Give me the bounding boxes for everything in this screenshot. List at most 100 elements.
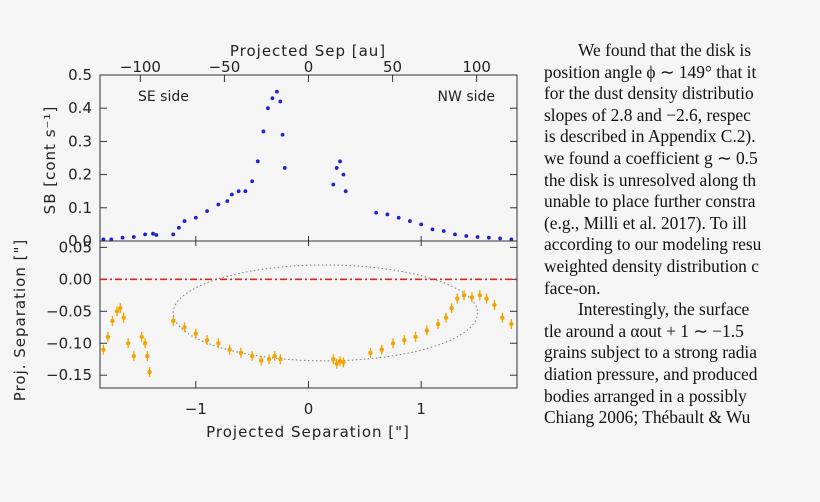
sb-point	[250, 179, 255, 184]
se-side-annotation: SE side	[138, 89, 189, 105]
sb-point	[182, 219, 187, 223]
sb-data-points	[101, 89, 514, 242]
sb-point	[374, 210, 379, 215]
sb-point	[193, 215, 198, 220]
sb-point	[261, 129, 266, 134]
separation-point	[484, 293, 489, 304]
separation-point	[469, 292, 475, 303]
bottom-axis-label: Projected Separation ["]	[206, 423, 410, 441]
sb-point	[408, 219, 412, 223]
sb-point	[498, 236, 502, 241]
sb-point	[334, 166, 339, 170]
upper-y-axis-label: SB [cont s⁻¹]	[41, 106, 59, 215]
text-line: face-on.	[544, 277, 601, 298]
top-axis-label: Projected Sep [au]	[230, 42, 386, 60]
lower-panel-frame	[99, 240, 518, 389]
top-tick-label: −100	[120, 58, 161, 76]
sb-point	[131, 235, 136, 239]
separation-point	[402, 335, 407, 346]
separation-point	[449, 303, 454, 314]
sb-point	[236, 189, 241, 194]
separation-point	[509, 319, 514, 330]
separation-point	[139, 331, 144, 342]
sb-point	[176, 225, 181, 230]
text-line: is described in Appendix C.2).	[544, 126, 756, 147]
lower-y-tick-labels: 0.05 0.00 −0.05 −0.10 −0.15	[46, 238, 92, 384]
separation-point	[121, 312, 126, 323]
separation-point	[204, 335, 210, 346]
bottom-axis-ticks: −1 0 1	[185, 236, 426, 418]
text-line: position angle ϕ ∼ 149° that it	[544, 61, 757, 82]
sb-point	[341, 172, 346, 177]
top-tick-label: 50	[383, 58, 402, 76]
bottom-tick-label: 1	[416, 400, 426, 418]
separation-point	[142, 338, 148, 349]
separation-point	[105, 331, 111, 342]
separation-point	[131, 351, 137, 362]
lower-y-tick-label: 0.00	[59, 270, 92, 288]
sb-point	[343, 189, 348, 194]
sb-point	[278, 99, 283, 104]
upper-y-tick-label: 0.2	[68, 166, 92, 184]
text-line: for the dust density distributio	[544, 83, 754, 104]
separation-point	[147, 367, 152, 378]
lower-y-tick-label: 0.05	[59, 238, 92, 256]
upper-panel-ticks	[100, 74, 517, 242]
separation-point	[461, 290, 467, 301]
separation-point	[455, 293, 460, 304]
bottom-tick-label: 0	[304, 400, 314, 418]
paragraph-2: Interestingly, the surface tle around a α…	[544, 299, 820, 429]
upper-y-tick-label: 0.0	[68, 232, 92, 250]
sb-point	[171, 232, 176, 237]
sb-point	[154, 233, 159, 237]
separation-point	[390, 338, 396, 349]
upper-y-tick-label: 0.1	[68, 199, 92, 217]
sb-point	[441, 229, 446, 233]
separation-point	[413, 331, 418, 342]
separation-point	[443, 312, 449, 323]
separation-data-points	[101, 290, 514, 378]
sb-point	[243, 189, 248, 194]
text-line: according to our modeling resu	[544, 234, 762, 255]
separation-point	[424, 325, 430, 336]
sb-point	[453, 232, 457, 237]
sb-point	[486, 235, 491, 240]
sb-point	[280, 132, 285, 137]
text-line: unable to place further constra	[544, 191, 756, 212]
sb-point	[205, 209, 209, 214]
separation-point	[379, 344, 384, 355]
separation-point	[193, 328, 198, 339]
sb-point	[430, 227, 435, 232]
paragraph-1: We found that the disk is position angle …	[544, 40, 820, 299]
top-axis-ticks: −100 −50 0 50 100	[120, 58, 491, 82]
sb-point	[396, 215, 401, 220]
separation-point	[272, 351, 277, 362]
separation-point	[171, 315, 176, 326]
figure: Projected Sep [au] −100 −50 0 50 100 0.00.10…	[11, 42, 518, 441]
lower-y-tick-label: −0.05	[46, 302, 92, 320]
separation-point	[227, 344, 232, 355]
text-line: bodies arranged in a possibly	[544, 385, 747, 406]
separation-point	[258, 355, 264, 366]
top-tick-label: 0	[304, 58, 314, 76]
top-tick-label: −50	[209, 58, 241, 76]
text-line: weighted density distribution c	[544, 255, 759, 276]
lower-y-axis-label: Proj. Separation ["]	[11, 239, 29, 401]
upper-y-tick-label: 0.5	[68, 66, 92, 84]
sb-point	[419, 222, 424, 227]
bottom-tick-label: −1	[185, 400, 207, 418]
text-line: Interestingly, the surface	[578, 299, 750, 320]
sb-point	[143, 232, 147, 237]
separation-point	[331, 354, 336, 365]
separation-point	[334, 358, 339, 369]
separation-point	[477, 290, 483, 301]
upper-y-tick-label: 0.4	[68, 99, 92, 117]
separation-point	[110, 315, 115, 326]
sb-point	[475, 235, 480, 239]
separation-point	[500, 312, 505, 323]
sb-point	[101, 237, 106, 242]
body-text: We found that the disk is position angle …	[544, 40, 820, 429]
sb-point	[338, 159, 342, 164]
lower-y-tick-label: −0.15	[46, 366, 92, 384]
sb-point	[151, 231, 155, 236]
